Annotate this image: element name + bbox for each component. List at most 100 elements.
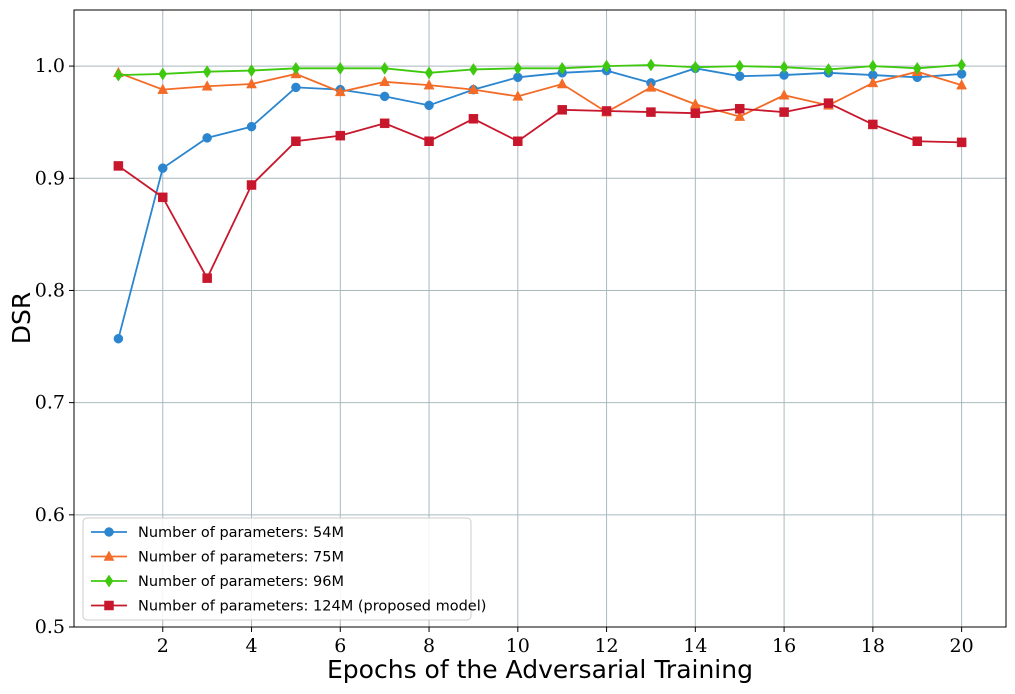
legend-marker [104,600,114,611]
series-line [117,67,962,339]
series-line [117,102,962,281]
data-point [469,63,478,76]
data-point [424,100,434,111]
data-point [823,98,834,108]
y-tick-label: 0.7 [35,392,65,414]
x-tick-label: 14 [683,635,707,657]
data-point [557,105,567,115]
data-point [158,67,168,81]
y-tick-label: 0.6 [35,504,65,526]
legend-marker [104,574,114,588]
data-point [291,61,301,75]
data-point [601,106,612,116]
data-point [956,79,968,90]
data-point [113,161,124,171]
data-point [513,61,523,75]
x-tick-label: 12 [594,635,618,657]
legend-marker [104,527,114,537]
y-tick-label: 0.9 [35,167,65,189]
data-point [868,59,878,73]
legend: Number of parameters: 54M Number of param… [82,517,486,621]
x-tick-label: 4 [245,635,257,657]
data-point [734,110,746,121]
data-point [868,119,878,130]
data-point [335,130,346,141]
data-point [246,78,257,89]
series-4 [113,98,967,283]
data-point [202,273,212,283]
data-point [246,121,257,132]
data-point [379,91,390,102]
data-point [424,136,434,147]
legend-label: Number of parameters: 54M [138,525,344,541]
x-tick-label: 16 [772,635,796,657]
series-line [118,64,962,76]
data-point [912,61,922,75]
data-point [246,180,257,190]
data-point [646,107,656,117]
x-tick-label: 20 [950,635,974,657]
x-axis-label: Epochs of the Adversarial Training [327,655,753,684]
legend-label: Number of parameters: 96M [138,574,344,590]
series-layer [112,58,968,344]
data-point [867,76,879,88]
data-point [602,59,611,73]
data-point [513,136,523,147]
y-tick-label: 0.8 [35,279,65,301]
data-point [779,60,789,74]
data-point [646,58,656,72]
data-point [957,58,966,72]
data-point [512,90,524,101]
data-point [734,103,745,114]
legend-box [82,517,472,621]
data-point [247,64,256,78]
x-tick-label: 8 [423,635,435,657]
data-point [291,82,301,93]
data-point [734,71,745,81]
data-point [956,137,967,148]
data-point [158,163,168,173]
data-point [779,107,789,117]
data-point [424,66,434,80]
y-tick-label: 1.0 [35,55,65,77]
data-point [778,89,790,100]
y-axis-ticks: 0.5 0.6 0.7 0.8 0.9 1.0 [35,55,74,638]
data-point [380,61,389,75]
legend-label: Number of parameters: 75M [138,550,344,566]
x-axis-ticks: 2 4 6 8 10 12 14 16 18 20 [157,627,974,657]
legend-label: Number of parameters: 124M (proposed mod… [138,599,486,615]
x-tick-label: 2 [157,635,169,657]
data-point [556,78,568,89]
legend-item: Number of parameters: 124M (proposed mod… [91,599,486,615]
legend-item: Number of parameters: 54M [91,525,344,541]
data-point [379,75,391,87]
data-point [291,136,301,147]
data-point [202,65,212,79]
data-point [468,83,479,94]
data-point [468,114,479,124]
y-axis-label: DSR [7,292,36,345]
data-point [557,61,567,75]
series-3 [114,58,966,82]
data-point [689,98,701,109]
data-point [157,83,169,94]
data-point [158,192,168,203]
data-point [423,79,435,90]
data-point [735,59,745,73]
data-point [379,118,390,129]
plot-frame [73,9,1007,628]
legend-marker [103,550,115,561]
x-tick-label: 10 [506,635,530,657]
x-tick-label: 18 [861,635,885,657]
data-point [334,85,346,97]
data-point [824,63,833,76]
y-tick-label: 0.5 [35,616,65,638]
data-point [335,61,345,75]
data-point [114,68,123,82]
legend-item: Number of parameters: 96M [91,574,344,590]
series-line [118,70,962,118]
x-tick-label: 6 [334,635,346,657]
data-point [691,60,700,74]
data-point [645,81,657,92]
